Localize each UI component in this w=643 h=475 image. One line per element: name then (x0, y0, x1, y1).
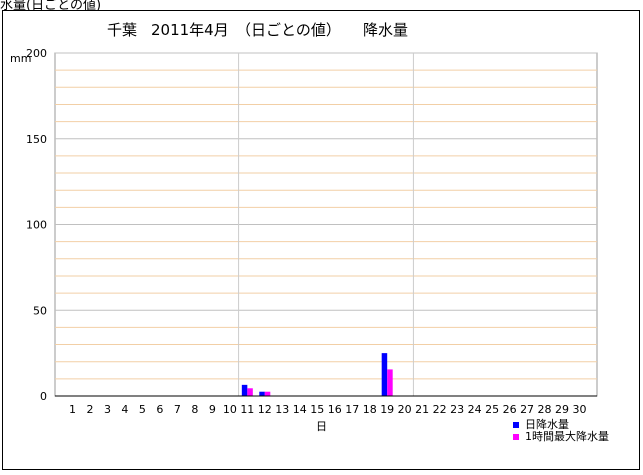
bar-daily-day-11 (241, 384, 248, 396)
x-tick-label: 7 (174, 403, 181, 416)
x-tick-label: 26 (503, 403, 517, 416)
x-tick-label: 10 (223, 403, 237, 416)
y-tick-label: 150 (26, 133, 47, 146)
x-tick-label: 5 (139, 403, 146, 416)
y-tick-label: 200 (26, 47, 47, 60)
x-tick-label: 13 (275, 403, 289, 416)
x-tick-label: 28 (538, 403, 552, 416)
x-tick-label: 21 (415, 403, 429, 416)
x-tick-label: 9 (209, 403, 216, 416)
x-tick-label: 23 (450, 403, 464, 416)
x-tick-label: 22 (433, 403, 447, 416)
x-tick-label: 17 (345, 403, 359, 416)
x-tick-label: 2 (86, 403, 93, 416)
bar-hourly-max-day-11 (247, 388, 253, 396)
cropped-header-text: 水量(日ごとの値) (0, 0, 102, 13)
title-note: （日ごとの値） (236, 21, 341, 39)
bar-daily-day-19 (381, 353, 388, 396)
x-tick-label: 30 (573, 403, 587, 416)
legend-label: 1時間最大降水量 (525, 429, 609, 443)
legend-swatch (513, 422, 519, 428)
x-tick-label: 20 (398, 403, 412, 416)
x-tick-label: 19 (380, 403, 394, 416)
title-period: 2011年4月 (151, 21, 229, 39)
x-tick-label: 12 (258, 403, 272, 416)
title-metric: 降水量 (363, 21, 408, 39)
x-tick-label: 29 (555, 403, 569, 416)
x-tick-label: 15 (310, 403, 324, 416)
y-tick-label: 0 (40, 390, 47, 403)
title-station: 千葉 (107, 21, 137, 39)
x-tick-label: 6 (156, 403, 163, 416)
x-tick-label: 25 (485, 403, 499, 416)
x-axis-label: 日 (316, 420, 327, 433)
y-axis-unit-label: mm (10, 52, 31, 65)
y-tick-label: 100 (26, 219, 47, 232)
x-tick-label: 11 (240, 403, 254, 416)
x-tick-label: 1 (69, 403, 76, 416)
x-tick-label: 27 (520, 403, 534, 416)
legend-label: 日降水量 (525, 417, 569, 431)
x-tick-label: 18 (363, 403, 377, 416)
x-tick-label: 8 (191, 403, 198, 416)
x-tick-label: 3 (104, 403, 111, 416)
legend-swatch (513, 434, 519, 440)
x-tick-label: 4 (121, 403, 128, 416)
x-tick-label: 24 (468, 403, 482, 416)
bar-hourly-max-day-19 (387, 369, 393, 396)
bar-daily-day-12 (259, 391, 265, 396)
chart-title: 千葉 2011年4月 （日ごとの値） 降水量 (107, 21, 408, 39)
bar-hourly-max-day-12 (264, 391, 271, 396)
x-tick-label: 16 (328, 403, 342, 416)
x-tick-label: 14 (293, 403, 307, 416)
y-tick-label: 50 (33, 304, 47, 317)
